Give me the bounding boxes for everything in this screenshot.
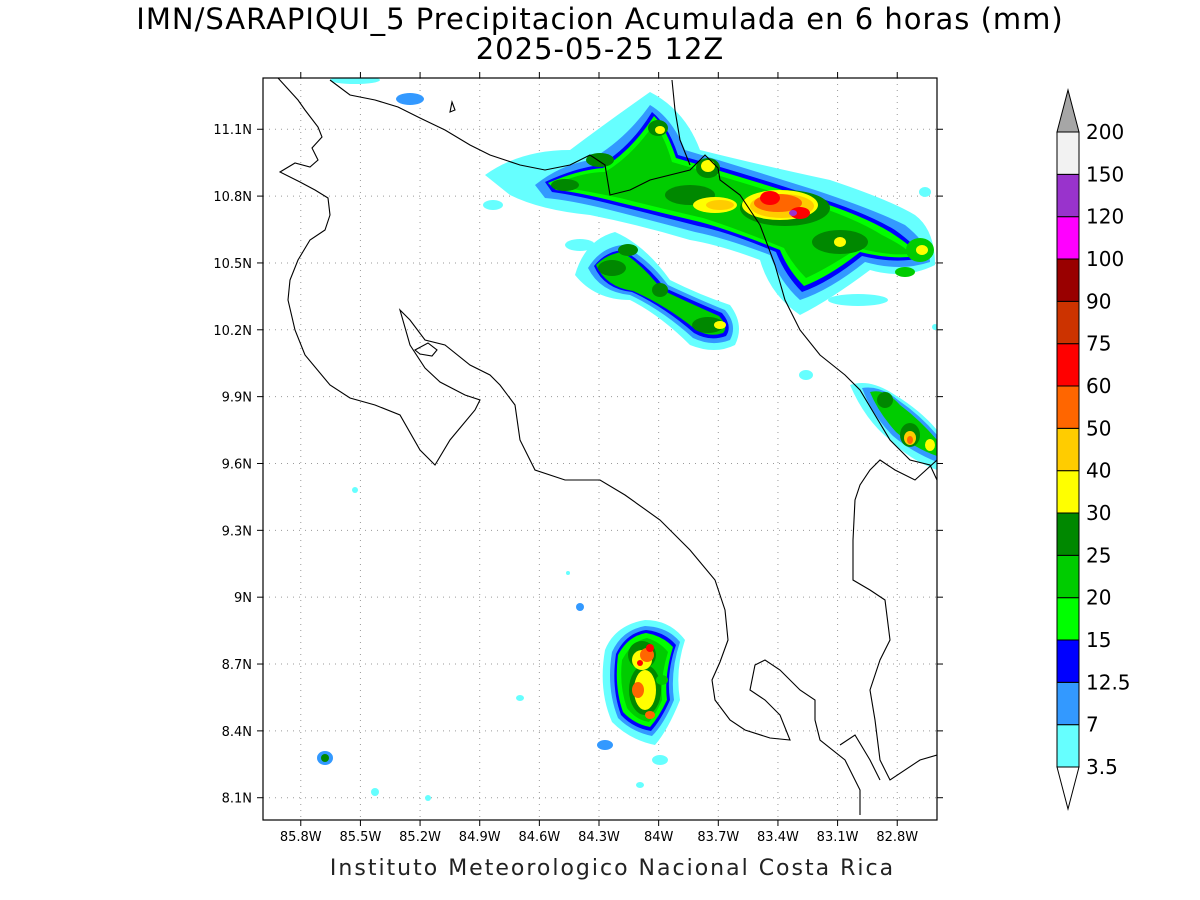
lat-tick-label: 8.7N	[222, 658, 252, 673]
colorbar-label: 15	[1086, 628, 1111, 652]
colorbar-swatch	[1056, 216, 1080, 260]
footer-credit: Instituto Meteorologico Nacional Costa R…	[329, 856, 896, 881]
colorbar-label: 25	[1086, 543, 1111, 567]
lon-tick-label: 83.1W	[817, 830, 859, 845]
colorbar-swatch	[1056, 681, 1080, 726]
colorbar-swatch	[1056, 512, 1080, 556]
colorbar-swatch	[1056, 427, 1080, 472]
colorbar: 3.5 7 12.5 15 20 25 30 40 50 60 75 90 100 120 150 200	[1056, 88, 1131, 811]
colorbar-label: 3.5	[1086, 755, 1118, 779]
coastlines	[277, 78, 937, 815]
lon-tick-label: 84.9W	[459, 830, 501, 845]
colorbar-swatch	[1056, 470, 1080, 514]
colorbar-swatch	[1056, 258, 1080, 302]
lon-tick-label: 84.3W	[578, 830, 620, 845]
colorbar-under-arrow	[1056, 766, 1080, 811]
lon-tick-label: 83.4W	[757, 830, 799, 845]
colorbar-swatch	[1056, 131, 1080, 175]
colorbar-label: 150	[1086, 162, 1124, 186]
colorbar-label: 30	[1086, 501, 1111, 525]
colorbar-label: 100	[1086, 247, 1124, 271]
lon-tick-label: 83.7W	[697, 830, 739, 845]
colorbar-label: 90	[1086, 289, 1111, 313]
rain-cells-scattered	[317, 78, 937, 801]
lat-tick-label: 8.4N	[222, 725, 252, 740]
colorbar-label: 20	[1086, 586, 1111, 610]
plot-frame	[262, 77, 938, 821]
colorbar-swatch	[1056, 385, 1080, 429]
colorbar-swatch	[1056, 639, 1080, 683]
rain-cluster-north	[483, 92, 935, 315]
lat-tick-label: 8.1N	[222, 792, 252, 807]
lat-tick-label: 9.3N	[222, 524, 252, 539]
lat-tick-label: 9.6N	[222, 457, 252, 472]
map-date: 2025-05-25 12Z	[475, 32, 725, 66]
colorbar-swatch	[1056, 724, 1080, 768]
lon-tick-label: 85.5W	[340, 830, 382, 845]
map-axes: 85.8W 85.5W 85.2W 84.9W 84.6W 84.3W 84W 83.7W 83…	[213, 72, 943, 845]
precipitation-field	[317, 78, 937, 801]
rain-cluster-caribbean	[799, 370, 937, 470]
lat-tick-label: 11.1N	[213, 123, 252, 138]
colorbar-label: 7	[1086, 713, 1099, 737]
colorbar-swatch	[1056, 173, 1080, 218]
lon-tick-label: 84W	[644, 830, 674, 845]
colorbar-label: 60	[1086, 374, 1111, 398]
colorbar-label: 200	[1086, 120, 1124, 144]
lon-tick-label: 84.6W	[518, 830, 560, 845]
colorbar-label: 50	[1086, 416, 1111, 440]
lat-tick-label: 10.2N	[213, 324, 252, 339]
colorbar-swatch	[1056, 300, 1080, 345]
colorbar-label: 12.5	[1086, 670, 1131, 694]
colorbar-label: 40	[1086, 459, 1111, 483]
colorbar-over-arrow	[1056, 88, 1080, 133]
colorbar-swatch	[1056, 343, 1080, 387]
lon-tick-label: 85.2W	[399, 830, 441, 845]
colorbar-label: 75	[1086, 332, 1111, 356]
colorbar-swatch	[1056, 554, 1080, 599]
lat-tick-label: 9N	[234, 591, 252, 606]
lat-tick-label: 9.9N	[222, 391, 252, 406]
lon-tick-label: 82.8W	[876, 830, 918, 845]
lat-tick-label: 10.5N	[213, 257, 252, 272]
rain-cluster-central	[575, 232, 739, 350]
lat-tick-label: 10.8N	[213, 190, 252, 205]
rain-cluster-south	[516, 603, 685, 788]
map-title: IMN/SARAPIQUI_5 Precipitacion Acumulada …	[136, 2, 1064, 36]
colorbar-swatch	[1056, 597, 1080, 641]
colorbar-label: 120	[1086, 205, 1124, 229]
lon-tick-label: 85.8W	[280, 830, 322, 845]
